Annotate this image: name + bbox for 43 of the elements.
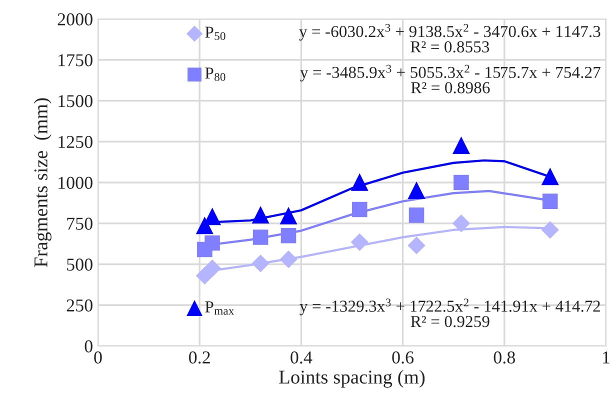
y-tick-label: 0 xyxy=(84,340,92,352)
legend-label: P$_{80}$ xyxy=(205,68,226,81)
annotation: y = -1329.3x$^{3}$ + 1722.5x$^{2}$ - 141.91x + 414.72 R² = 0.9259 xyxy=(300,298,600,328)
point xyxy=(408,182,425,200)
x-axis-title: Loints spacing (m) xyxy=(279,370,425,388)
y-tick-label: 1750 xyxy=(58,54,92,66)
point xyxy=(351,234,368,251)
point xyxy=(454,174,469,190)
y-tick-label: 1000 xyxy=(58,176,92,189)
point xyxy=(252,230,268,245)
point xyxy=(542,168,558,186)
y-tick-label: 1250 xyxy=(58,136,92,148)
y-axis-title: Fragments size (mm) xyxy=(34,98,52,267)
point xyxy=(542,194,558,209)
point xyxy=(204,260,221,277)
point xyxy=(280,250,298,268)
x-tick-label: 0.4 xyxy=(290,351,312,364)
y-tick-label: 750 xyxy=(67,218,92,230)
legend-label: P$_{max}$ xyxy=(205,301,234,315)
legend-label: P$_{50}$ xyxy=(205,26,226,40)
point xyxy=(252,254,270,272)
point xyxy=(408,236,426,254)
point xyxy=(280,228,296,244)
annotation: y = -6030.2x$^{3}$ + 9138.5x$^{2}$ - 3470.6x + 1147.3 R² = 0.8553 xyxy=(299,24,600,53)
point xyxy=(452,137,470,154)
x-tick-label: 1 xyxy=(603,351,610,364)
x-tick-label: 0.2 xyxy=(189,351,210,364)
x-tick-label: 0.8 xyxy=(494,351,515,364)
x-tick-label: 0 xyxy=(94,351,102,364)
point xyxy=(452,214,470,232)
y-tick-label: 250 xyxy=(66,299,92,312)
point xyxy=(352,202,368,218)
x-tick-label: 0.6 xyxy=(392,351,414,364)
point xyxy=(252,206,269,224)
y-tick-label: 500 xyxy=(67,258,92,271)
point xyxy=(408,208,424,223)
point xyxy=(542,221,559,238)
point xyxy=(280,208,297,224)
y-tick-label: 2000 xyxy=(58,13,92,26)
point xyxy=(351,174,368,191)
point xyxy=(204,235,220,251)
y-tick-label: 1500 xyxy=(58,95,92,108)
annotation: y = -3485.9x$^{3}$ + 5055.3x$^{2}$ - 1575.7x + 754.27 R² = 0.8986 xyxy=(300,64,600,94)
